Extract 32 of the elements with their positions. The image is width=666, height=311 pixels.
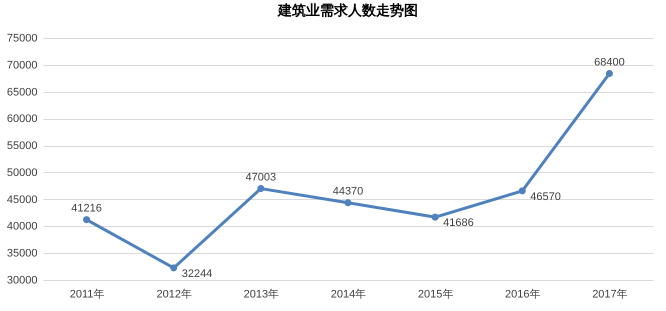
point [606, 70, 613, 78]
x-tick-label: 2014年 [330, 288, 366, 300]
data-label: 32244 [182, 268, 212, 280]
y-tick-label: 30000 [6, 274, 38, 286]
y-tick-label: 40000 [6, 220, 38, 233]
data-label: 44370 [332, 186, 364, 198]
y-tick-label: 75000 [6, 32, 38, 44]
x-tick-label: 2016年 [505, 288, 541, 300]
x-tick-label: 2017年 [592, 288, 628, 300]
data-label: 47003 [246, 172, 276, 184]
point [518, 187, 526, 194]
y-tick-label: 65000 [6, 86, 38, 98]
chart-title: 建筑业需求人数走势图 [277, 2, 418, 18]
point [257, 185, 264, 192]
data-label: 41686 [443, 217, 474, 230]
y-tick-label: 70000 [6, 59, 38, 72]
x-tick-label: 2013年 [244, 288, 280, 300]
data-label: 41216 [71, 202, 102, 215]
y-tick-label: 35000 [6, 248, 38, 260]
data-label: 46570 [530, 190, 561, 203]
x-tick-label: 2012年 [156, 288, 192, 300]
point [432, 214, 439, 221]
point [83, 216, 90, 224]
y-tick-label: 60000 [6, 113, 38, 126]
y-tick-label: 50000 [6, 166, 38, 179]
x-tick-label: 2015年 [418, 288, 454, 300]
point [344, 199, 352, 206]
point [170, 264, 178, 272]
y-tick-label: 55000 [6, 140, 38, 152]
x-tick-label: 2011年 [70, 288, 104, 300]
y-tick-label: 45000 [6, 194, 38, 206]
data-label: 68400 [594, 56, 625, 68]
